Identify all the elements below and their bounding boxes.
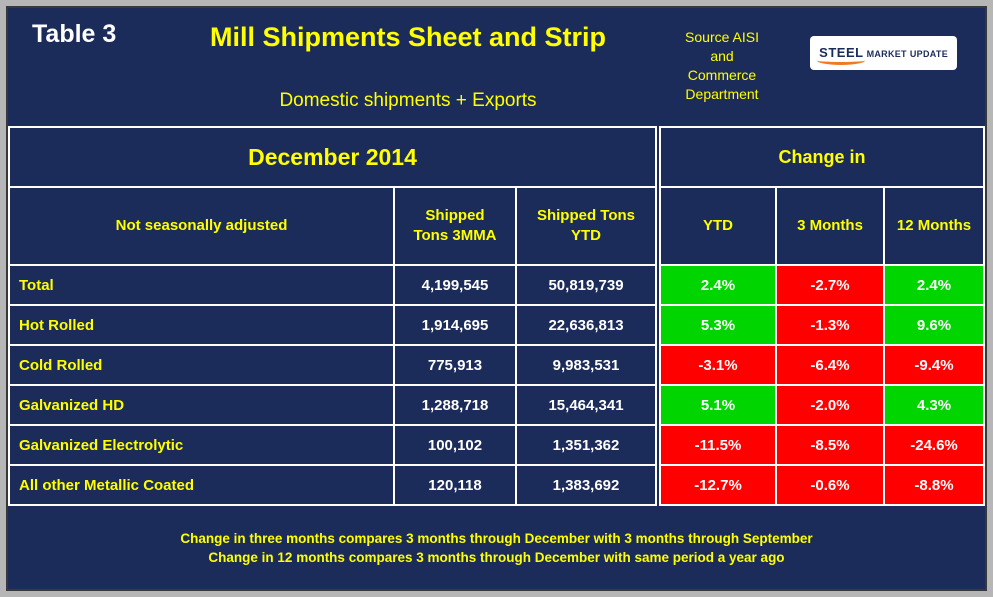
- table-frame: Table 3 Mill Shipments Sheet and Strip D…: [6, 6, 987, 591]
- change-3mo-cell: -2.7%: [775, 264, 886, 306]
- shipments-table: December 2014 Change in Not seasonally a…: [7, 126, 985, 506]
- shipped-3mma-value: 775,913: [393, 344, 517, 386]
- change-12mo-cell: 9.6%: [883, 304, 985, 346]
- logo-update-text: UPDATE: [909, 49, 948, 59]
- change-in-label: Change in: [655, 126, 985, 188]
- period-header-row: December 2014 Change in: [7, 126, 985, 188]
- period-label: December 2014: [7, 126, 660, 188]
- col-header-ytd: YTD: [655, 186, 778, 266]
- table-number-label: Table 3: [32, 20, 117, 48]
- shipped-3mma-value: 1,288,718: [393, 384, 517, 426]
- change-ytd-cell: -11.5%: [655, 424, 778, 466]
- col-header-shipped-tons-3mma: Shipped Tons 3MMA: [393, 186, 517, 266]
- row-label: All other Metallic Coated: [8, 464, 395, 506]
- row-label: Cold Rolled: [8, 344, 395, 386]
- change-12mo-cell: -8.8%: [883, 464, 985, 506]
- shipped-ytd-value: 1,351,362: [514, 424, 660, 466]
- shipped-ytd-value: 9,983,531: [514, 344, 660, 386]
- shipped-3mma-value: 4,199,545: [393, 264, 517, 306]
- table-row-total: Total 4,199,545 50,819,739 2.4% -2.7% 2.…: [8, 264, 985, 306]
- col-header-3-months: 3 Months: [775, 186, 886, 266]
- logo-market-text: MARKET: [866, 49, 907, 59]
- shipped-3mma-value: 100,102: [393, 424, 517, 466]
- table-row-galvanized-hd: Galvanized HD 1,288,718 15,464,341 5.1% …: [8, 384, 985, 426]
- table-row-hot-rolled: Hot Rolled 1,914,695 22,636,813 5.3% -1.…: [8, 304, 985, 346]
- change-3mo-cell: -8.5%: [775, 424, 886, 466]
- source-note: Source AISI and Commerce Department: [685, 29, 759, 102]
- logo-swoosh-icon: [817, 56, 866, 65]
- row-label: Hot Rolled: [8, 304, 395, 346]
- row-label: Galvanized Electrolytic: [8, 424, 395, 466]
- table-row-galvanized-electrolytic: Galvanized Electrolytic 100,102 1,351,36…: [8, 424, 985, 466]
- shipped-ytd-value: 50,819,739: [514, 264, 660, 306]
- shipped-ytd-value: 1,383,692: [514, 464, 660, 506]
- footnotes: Change in three months compares 3 months…: [8, 506, 985, 589]
- col-header-not-seasonally-adjusted: Not seasonally adjusted: [8, 186, 395, 266]
- change-ytd-cell: 5.3%: [655, 304, 778, 346]
- header-band: Table 3 Mill Shipments Sheet and Strip D…: [8, 8, 985, 126]
- change-3mo-cell: -0.6%: [775, 464, 886, 506]
- change-12mo-cell: -24.6%: [883, 424, 985, 466]
- row-label: Total: [8, 264, 395, 306]
- table-row-cold-rolled: Cold Rolled 775,913 9,983,531 -3.1% -6.4…: [8, 344, 985, 386]
- change-ytd-cell: 5.1%: [655, 384, 778, 426]
- shipped-3mma-value: 1,914,695: [393, 304, 517, 346]
- change-12mo-cell: 2.4%: [883, 264, 985, 306]
- page-title: Mill Shipments Sheet and Strip: [209, 22, 607, 52]
- table-row-all-other-metallic-coated: All other Metallic Coated 120,118 1,383,…: [8, 464, 985, 506]
- change-ytd-cell: -3.1%: [655, 344, 778, 386]
- page-subtitle: Domestic shipments + Exports: [279, 90, 537, 111]
- change-3mo-cell: -6.4%: [775, 344, 886, 386]
- change-3mo-cell: -2.0%: [775, 384, 886, 426]
- col-header-12-months: 12 Months: [883, 186, 985, 266]
- shipped-ytd-value: 22,636,813: [514, 304, 660, 346]
- change-12mo-cell: 4.3%: [883, 384, 985, 426]
- shipped-3mma-value: 120,118: [393, 464, 517, 506]
- footnote-3-months: Change in three months compares 3 months…: [180, 530, 813, 546]
- col-header-shipped-tons-ytd: Shipped Tons YTD: [514, 186, 660, 266]
- footnote-12-months: Change in 12 months compares 3 months th…: [208, 549, 785, 565]
- change-12mo-cell: -9.4%: [883, 344, 985, 386]
- steel-market-update-logo: STEEL MARKET UPDATE: [810, 36, 957, 70]
- column-header-row: Not seasonally adjusted Shipped Tons 3MM…: [8, 186, 985, 266]
- change-ytd-cell: 2.4%: [655, 264, 778, 306]
- shipped-ytd-value: 15,464,341: [514, 384, 660, 426]
- change-3mo-cell: -1.3%: [775, 304, 886, 346]
- row-label: Galvanized HD: [8, 384, 395, 426]
- change-ytd-cell: -12.7%: [655, 464, 778, 506]
